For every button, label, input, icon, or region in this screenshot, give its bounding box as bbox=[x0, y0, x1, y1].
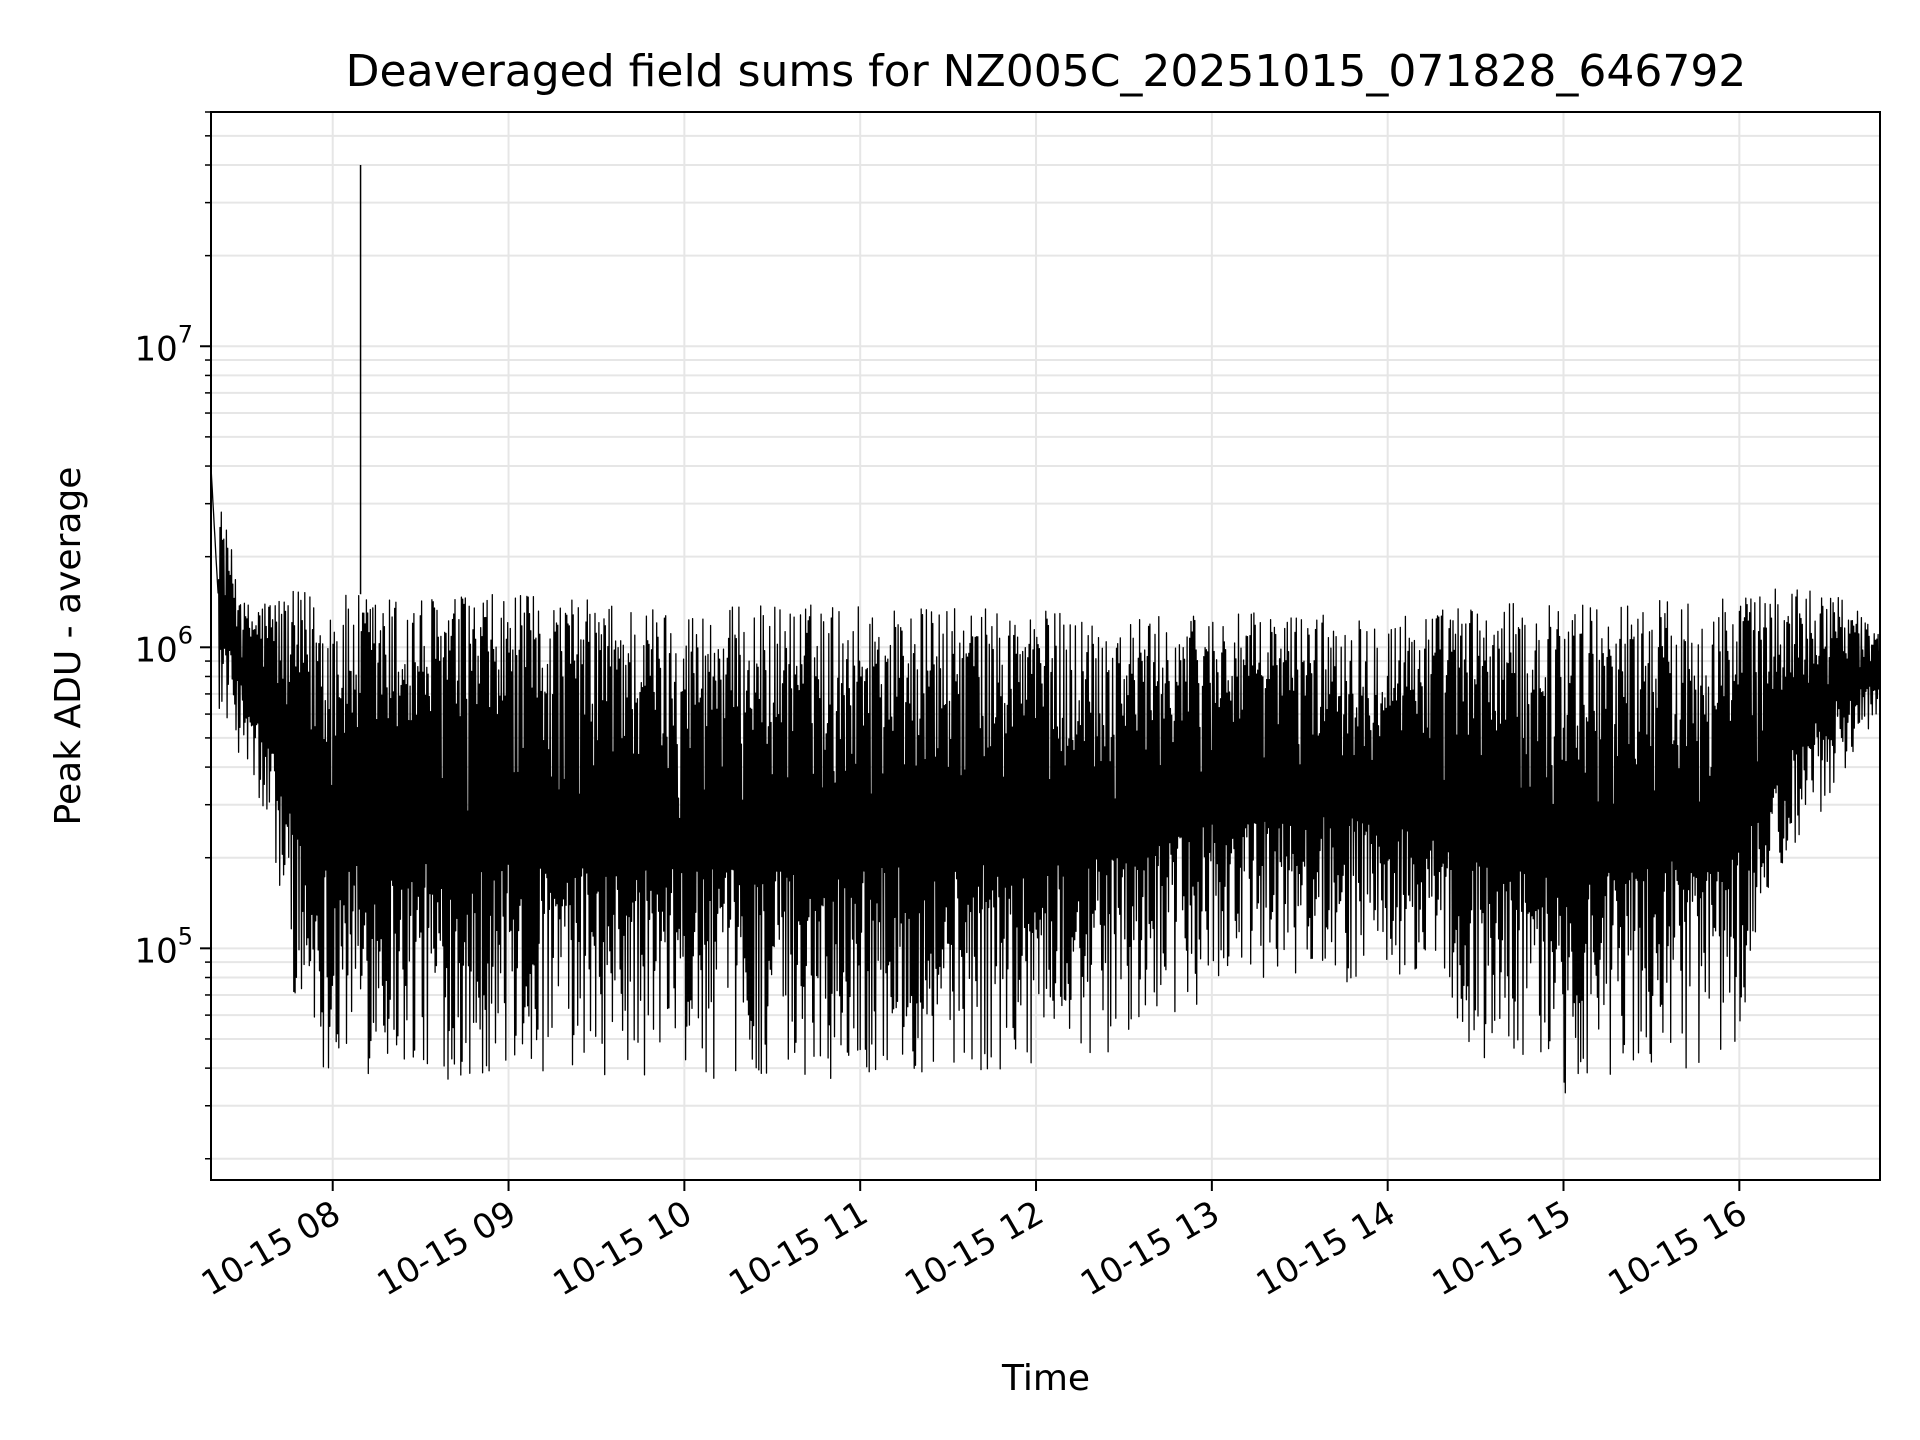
y-tick-label: 107 bbox=[134, 320, 193, 369]
series-line bbox=[210, 466, 1881, 1094]
x-axis-label: Time bbox=[1001, 1358, 1090, 1399]
plot-area bbox=[210, 165, 1881, 1094]
y-tick-label: 105 bbox=[134, 922, 193, 971]
chart-title: Deaveraged field sums for NZ005C_2025101… bbox=[346, 46, 1747, 97]
y-tick-label: 106 bbox=[134, 621, 193, 670]
y-axis-label: Peak ADU - average bbox=[48, 467, 89, 826]
plot-frame bbox=[210, 111, 1881, 1181]
y-axis-ticks: 105 106 107 bbox=[134, 111, 211, 1160]
